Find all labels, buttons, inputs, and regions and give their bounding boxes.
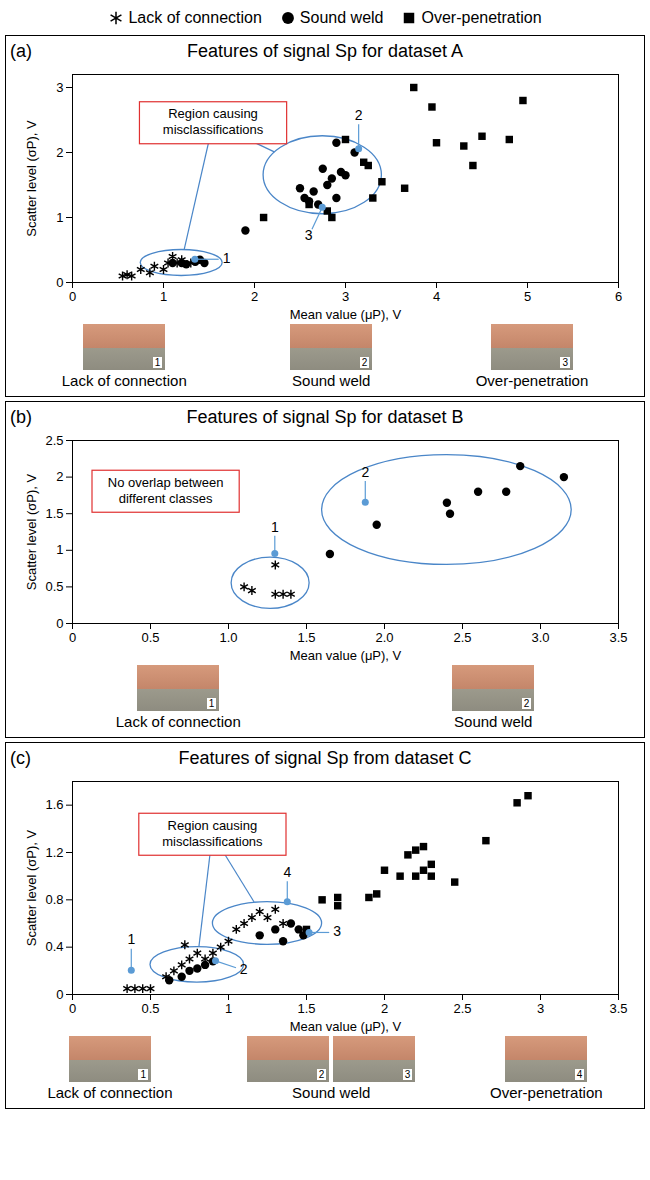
svg-text:5: 5 (524, 289, 531, 304)
svg-text:Scatter level (σP), V: Scatter level (σP), V (24, 829, 39, 946)
svg-text:Scatter level (σP), V: Scatter level (σP), V (24, 473, 39, 590)
html-text:Lack of connection: Lack of connection (128, 9, 262, 26)
svg-text:4: 4 (283, 864, 291, 880)
svg-text:Mean value (μP), V: Mean value (μP), V (290, 307, 402, 322)
svg-text:2.5: 2.5 (45, 433, 63, 448)
html-text:Sound weld: Sound weld (292, 372, 371, 389)
html-text:4: 4 (576, 1069, 583, 1080)
svg-text:0.5: 0.5 (45, 579, 63, 594)
html-text:(b): (b) (10, 406, 32, 427)
html-text:Features of signal Sp from dat: Features of signal Sp from dataset C (178, 747, 472, 768)
html-text:Over-penetration: Over-penetration (490, 1084, 603, 1101)
svg-text:3: 3 (333, 923, 341, 939)
svg-text:0.8: 0.8 (45, 892, 63, 907)
svg-text:1: 1 (271, 519, 279, 535)
svg-text:1: 1 (160, 289, 167, 304)
svg-text:misclassifications: misclassifications (163, 122, 264, 137)
html-text:Features of signal Sp for data: Features of signal Sp for dataset B (186, 406, 464, 427)
html-text:1: 1 (208, 698, 215, 709)
html-text:3: 3 (404, 1069, 411, 1080)
svg-text:3.5: 3.5 (609, 630, 627, 645)
svg-text:2.5: 2.5 (453, 630, 471, 645)
svg-text:3: 3 (537, 1001, 544, 1016)
svg-text:3.5: 3.5 (609, 1001, 627, 1016)
html-text:(c): (c) (10, 747, 31, 768)
svg-text:different classes: different classes (119, 491, 213, 506)
svg-text:3.0: 3.0 (531, 630, 549, 645)
svg-text:1: 1 (223, 250, 231, 266)
svg-text:2: 2 (381, 1001, 388, 1016)
svg-text:1.5: 1.5 (297, 1001, 315, 1016)
svg-text:2: 2 (355, 107, 363, 123)
svg-text:2: 2 (240, 961, 248, 977)
html-text:1: 1 (140, 1069, 146, 1080)
html-text:2: 2 (523, 698, 530, 709)
svg-text:0: 0 (56, 616, 63, 631)
svg-text:Region causing: Region causing (168, 106, 258, 121)
svg-text:3: 3 (342, 289, 349, 304)
svg-text:0.5: 0.5 (141, 630, 159, 645)
html-text:Over-penetration: Over-penetration (475, 372, 589, 389)
svg-text:0: 0 (69, 630, 76, 645)
html-text:Lack of connection: Lack of connection (115, 713, 241, 730)
svg-text:Mean value (μP), V: Mean value (μP), V (290, 1019, 402, 1034)
svg-text:2.5: 2.5 (453, 1001, 471, 1016)
svg-text:No overlap between: No overlap between (108, 475, 224, 490)
svg-text:0.4: 0.4 (45, 939, 63, 954)
html-text:Sound weld: Sound weld (292, 1084, 371, 1101)
svg-text:0: 0 (69, 1001, 76, 1016)
svg-text:6: 6 (615, 289, 622, 304)
svg-text:1: 1 (56, 210, 63, 225)
svg-text:2: 2 (56, 469, 63, 484)
svg-text:1.6: 1.6 (45, 797, 63, 812)
svg-text:1: 1 (225, 1001, 232, 1016)
svg-text:3: 3 (305, 227, 313, 243)
html-text:Features of signal Sp for data: Features of signal Sp for dataset A (186, 40, 464, 61)
svg-text:4: 4 (433, 289, 440, 304)
svg-text:1.5: 1.5 (297, 630, 315, 645)
svg-text:0: 0 (56, 275, 63, 290)
html-text:2: 2 (361, 357, 368, 368)
svg-text:Region causing: Region causing (168, 818, 258, 833)
svg-text:1.0: 1.0 (219, 630, 237, 645)
svg-text:0: 0 (69, 289, 76, 304)
html-text:Lack of connection: Lack of connection (61, 372, 187, 389)
svg-text:2: 2 (361, 464, 369, 480)
svg-text:2.0: 2.0 (375, 630, 393, 645)
svg-text:0.5: 0.5 (141, 1001, 159, 1016)
svg-text:3: 3 (56, 80, 63, 95)
html-text:3: 3 (562, 357, 568, 368)
html-text:Lack of connection: Lack of connection (47, 1084, 173, 1101)
html-text:2: 2 (318, 1069, 325, 1080)
html-text:(a): (a) (10, 40, 32, 61)
svg-text:misclassifications: misclassifications (162, 834, 263, 849)
svg-text:1: 1 (127, 931, 135, 947)
html-text:1: 1 (154, 357, 161, 368)
svg-text:Scatter level (σP), V: Scatter level (σP), V (24, 120, 39, 237)
svg-text:1.2: 1.2 (45, 845, 63, 860)
svg-text:2: 2 (56, 145, 63, 160)
html-text:Sound weld: Sound weld (454, 713, 533, 730)
svg-text:1: 1 (56, 542, 63, 557)
svg-text:2: 2 (251, 289, 258, 304)
svg-text:0: 0 (56, 987, 63, 1002)
html-text:Over-penetration: Over-penetration (421, 9, 542, 26)
svg-text:1.5: 1.5 (45, 506, 63, 521)
svg-text:Mean value (μP), V: Mean value (μP), V (290, 648, 402, 663)
html-text:Sound weld: Sound weld (299, 9, 384, 26)
